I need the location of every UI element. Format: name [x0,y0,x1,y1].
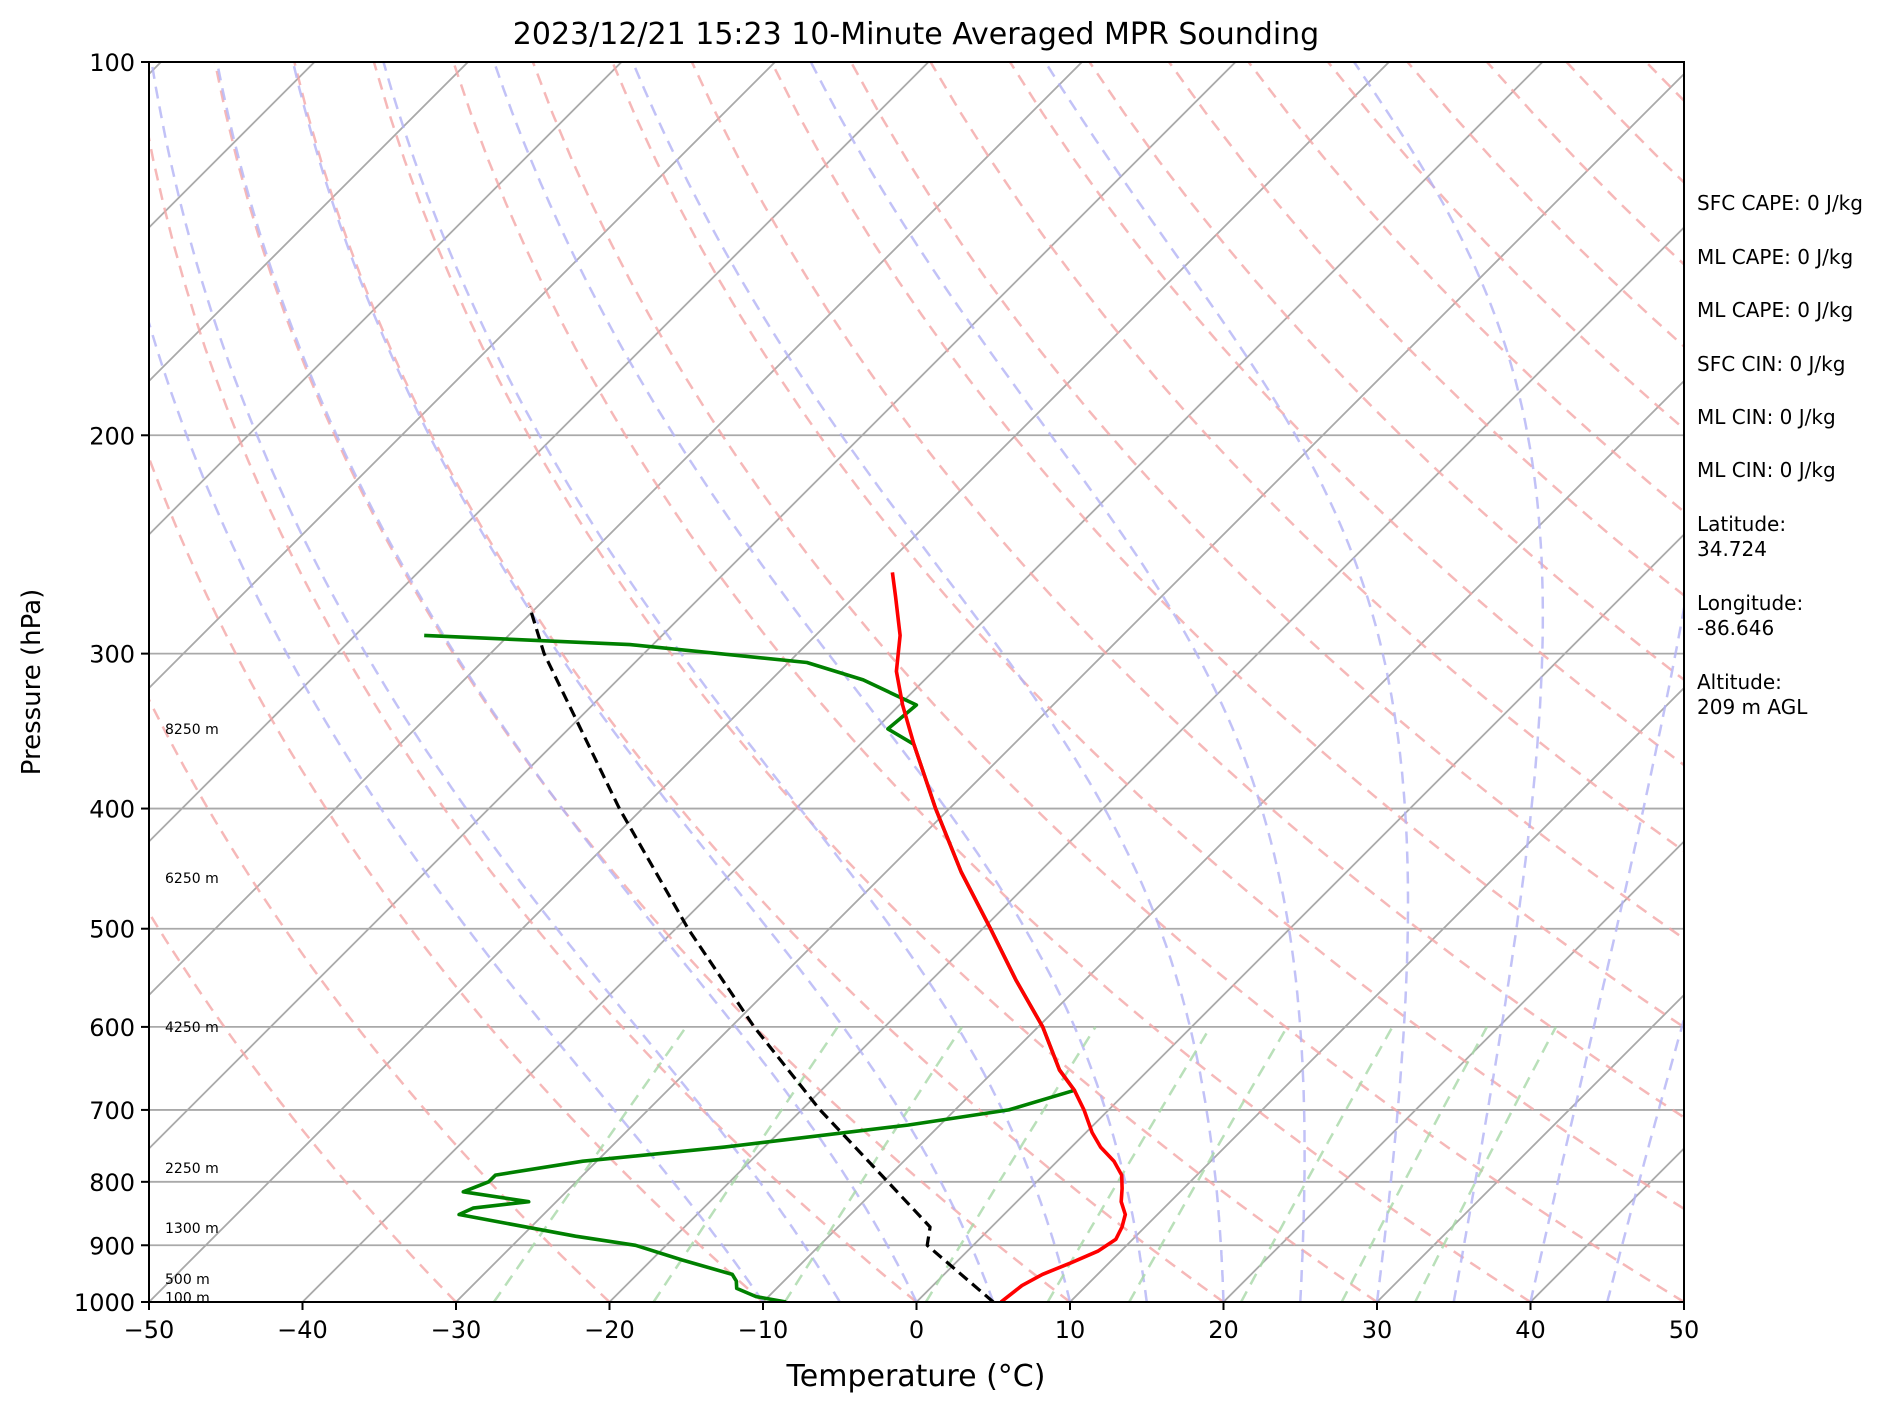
y-tick-label: 1000 [74,1289,135,1317]
x-tick-label: 10 [1055,1316,1086,1344]
moist-adiabat-line [1606,1014,1684,1302]
x-tick-label: 30 [1362,1316,1393,1344]
dry-adiabat-line [1088,62,1684,682]
height-label: 4250 m [165,1020,219,1036]
y-tick-label: 800 [89,1169,135,1197]
x-tick-label: −20 [584,1316,635,1344]
isotherm-line [149,62,469,383]
x-tick-label: 50 [1669,1316,1700,1344]
dry-adiabat-line [149,132,918,1302]
x-tick-label: 0 [909,1316,924,1344]
mixing-ratio-line [1340,1026,1489,1302]
moist-adiabat-line [215,62,918,1302]
x-tick-label: −50 [124,1316,175,1344]
parcel-profile-line [528,606,995,1302]
isotherm-line [1376,993,1684,1302]
sidebar-sfc-cin: SFC CIN: 0 J/kg [1697,352,1846,376]
moist-adiabat-line [382,62,1072,1302]
mixing-ratio-line [1239,1026,1394,1302]
isotherm-line [1069,686,1684,1302]
dry-adiabat-line [149,696,611,1302]
x-axis-label: Temperature (°C) [786,1359,1046,1394]
x-tick-label: −40 [277,1316,328,1344]
height-label: 6250 m [165,871,219,887]
height-label: 500 m [165,1272,210,1288]
y-tick-label: 700 [89,1097,135,1125]
moist-adiabat-line [149,318,765,1302]
isotherm-line [149,62,1237,1150]
dry-adiabat-line [293,62,1225,1302]
moist-adiabat-line [809,62,1306,1302]
isotherm-line [455,72,1684,1302]
isotherm-line [149,62,776,690]
dry-adiabat-line [213,62,1071,1302]
isotherm-line [762,379,1684,1302]
dewpoint-line [424,633,1077,1302]
sidebar-ml-cin-2: ML CIN: 0 J/kg [1697,458,1836,482]
moist-adiabat-line [631,62,1225,1302]
mixing-ratio-line [1128,1026,1289,1302]
dry-adiabat-line [149,454,764,1302]
sidebar-altitude-value: 209 m AGL [1697,695,1808,719]
sidebar-ml-cape-2: ML CAPE: 0 J/kg [1697,298,1854,322]
moist-adiabat-line [1044,62,1410,1302]
height-label: 2250 m [165,1161,219,1177]
dry-adiabat-line [531,62,1684,1302]
height-labels: 8250 m 6250 m 4250 m 2250 m 1300 m 500 m 100 m [165,722,219,1307]
height-label: 100 m [165,1291,210,1307]
y-tick-label: 200 [89,422,135,450]
dry-adiabat-line [372,62,1378,1302]
y-tick-label: 300 [89,641,135,669]
sidebar-ml-cape: ML CAPE: 0 J/kg [1697,245,1854,269]
height-label: 1300 m [165,1221,219,1237]
sidebar-longitude-value: -86.646 [1697,616,1775,640]
mixing-ratio-line [783,1026,964,1302]
sidebar-ml-cin: ML CIN: 0 J/kg [1697,405,1836,429]
sidebar-altitude-label: Altitude: [1697,670,1782,694]
temperature-line [890,572,1128,1302]
y-tick-label: 600 [89,1014,135,1042]
isotherm-line [915,533,1684,1302]
x-tick-label: −30 [431,1316,482,1344]
moist-adiabat-line [492,62,1149,1302]
dry-adiabat-line [1167,62,1684,597]
x-tick-label: 20 [1208,1316,1239,1344]
moist-adiabat-line [291,62,995,1302]
y-tick-label: 500 [89,916,135,944]
sidebar-longitude-label: Longitude: [1697,591,1804,615]
isotherm-line [301,62,1544,1302]
moist-adiabat-line [150,62,841,1302]
profile-curves [424,572,1128,1302]
x-tick-label: −10 [738,1316,789,1344]
isotherm-line [149,62,930,843]
y-tick-label: 900 [89,1232,135,1260]
isotherm-line [608,226,1684,1302]
mixing-ratio-line [1414,1026,1558,1302]
isotherm-line [149,62,623,536]
isotherm-line [149,62,1083,997]
height-label: 8250 m [165,722,219,738]
y-axis-label: Pressure (hPa) [17,589,47,776]
y-tick-label: 400 [89,796,135,824]
sidebar-latitude-value: 34.724 [1697,537,1767,561]
isotherm-line [1222,840,1684,1302]
isotherm-line [149,62,1390,1302]
background-lines [149,62,1684,1302]
moist-adiabat-line [1353,62,1545,1302]
y-tick-label: 100 [89,49,135,77]
sidebar-sfc-cape: SFC CAPE: 0 J/kg [1697,191,1863,215]
x-tick-label: 40 [1515,1316,1546,1344]
moist-adiabat-line [1529,601,1684,1302]
mixing-ratio-line [492,1026,688,1302]
sidebar-latitude-label: Latitude: [1697,512,1787,536]
axis-ticks: −50 −40 −30 −20 −10 0 10 20 30 40 50 100 200 300 400 50… [74,49,1699,1344]
chart-title: 2023/12/21 15:23 10-Minute Averaged MPR … [513,17,1319,52]
